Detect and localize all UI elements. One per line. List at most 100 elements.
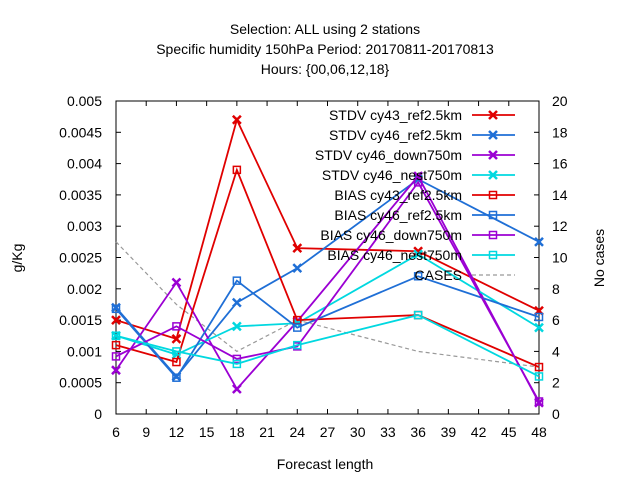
legend: STDV cy43_ref2.5km STDV cy46_ref2.5km STDV… — [315, 107, 515, 283]
data-point — [292, 263, 303, 274]
data-point — [231, 384, 242, 394]
y2-tick-label: 6 — [552, 312, 560, 328]
series-0 — [111, 114, 544, 344]
series-line — [115, 253, 540, 356]
series-7 — [111, 310, 544, 381]
data-point — [232, 354, 242, 364]
series-6 — [111, 178, 544, 406]
legend-marker — [488, 170, 498, 180]
y2-tick-label: 12 — [552, 218, 568, 234]
x-tick-label: 42 — [471, 424, 487, 440]
data-point — [534, 397, 544, 406]
y2-tick-label: 4 — [552, 343, 560, 359]
series-line — [115, 275, 540, 380]
data-point — [413, 310, 423, 320]
title-line: Selection: ALL using 2 stations — [230, 21, 420, 37]
data-point — [232, 359, 242, 369]
legend-marker — [488, 190, 498, 200]
y-axis-label: g/Kg — [9, 244, 25, 273]
title-line: Hours: {00,06,12,18} — [261, 61, 390, 77]
legend-marker — [488, 210, 498, 220]
x-tick-label: 18 — [229, 424, 245, 440]
data-point — [534, 322, 544, 333]
x-tick-label: 15 — [199, 424, 215, 440]
data-point — [293, 323, 302, 332]
data-point — [111, 365, 121, 376]
x-tick-label: 12 — [169, 424, 185, 440]
y-tick-label: 0.004 — [67, 156, 102, 172]
data-point — [413, 249, 424, 260]
y-tick-label: 0.0035 — [59, 187, 102, 203]
legend-label: STDV cy43_ref2.5km — [329, 107, 462, 123]
data-point — [534, 236, 544, 247]
data-point — [232, 165, 242, 175]
data-point — [111, 315, 121, 325]
axes: 6 9 12 15 18 21 24 27 30 33 36 39 42 45 4800.00050.001… — [59, 93, 568, 440]
data-point — [172, 373, 181, 382]
y-tick-label: 0 — [94, 406, 102, 422]
data-point — [293, 340, 302, 350]
x-tick-label: 39 — [441, 424, 457, 440]
series-line — [115, 117, 540, 341]
legend-label: BIAS cy43_ref2.5km — [334, 187, 462, 203]
y-tick-label: 0.0025 — [59, 250, 102, 266]
legend-label: BIAS cy46_ref2.5km — [334, 207, 462, 223]
x-tick-label: 30 — [350, 424, 366, 440]
x-tick-label: 24 — [289, 424, 305, 440]
y2-tick-label: 16 — [552, 156, 568, 172]
series-4 — [111, 165, 544, 372]
y-tick-label: 0.0015 — [59, 312, 102, 328]
y2-tick-label: 14 — [552, 187, 568, 203]
series-5 — [111, 272, 544, 382]
cases-line — [115, 241, 540, 368]
y2-tick-label: 20 — [552, 93, 568, 109]
legend-marker — [488, 110, 498, 120]
series-line — [115, 167, 540, 368]
title-line: Specific humidity 150hPa Period: 2017081… — [156, 41, 494, 57]
y-tick-label: 0.005 — [67, 93, 102, 109]
y-tick-label: 0.003 — [67, 218, 102, 234]
data-point — [171, 277, 182, 288]
y2-tick-label: 0 — [552, 406, 560, 422]
data-point — [172, 347, 181, 356]
data-point — [172, 357, 181, 367]
y-tick-label: 0.0045 — [59, 124, 102, 140]
data-point — [292, 243, 303, 253]
y2-tick-label: 18 — [552, 124, 568, 140]
data-point — [231, 297, 242, 308]
chart-title: Selection: ALL using 2 stations Specific … — [156, 21, 494, 77]
data-point — [413, 246, 424, 257]
series-1 — [111, 174, 544, 382]
data-point — [534, 312, 544, 322]
y-tick-label: 0.0005 — [59, 375, 102, 391]
legend-marker — [488, 130, 498, 140]
legend-label: BIAS cy46_down750m — [320, 227, 462, 243]
data-point — [231, 321, 242, 332]
data-point — [111, 304, 121, 314]
y2-tick-label: 8 — [552, 281, 560, 297]
y2-tick-label: 2 — [552, 375, 560, 391]
data-point — [172, 322, 181, 331]
y2-axis-label: No cases — [591, 229, 607, 287]
x-tick-label: 48 — [531, 424, 547, 440]
x-tick-label: 27 — [320, 424, 336, 440]
series-line — [115, 180, 540, 402]
x-tick-label: 45 — [501, 424, 517, 440]
x-tick-label: 9 — [142, 424, 150, 440]
series-layer — [111, 114, 544, 408]
data-point — [111, 340, 121, 350]
y-tick-label: 0.002 — [67, 281, 102, 297]
series-line — [115, 314, 540, 378]
x-axis-label: Forecast length — [277, 456, 374, 472]
data-point — [413, 178, 423, 187]
data-point — [534, 372, 544, 381]
series-2 — [111, 171, 544, 408]
x-tick-label: 33 — [380, 424, 396, 440]
x-tick-label: 21 — [259, 424, 275, 440]
legend-marker — [488, 250, 498, 260]
data-point — [111, 331, 121, 340]
series-cases — [115, 241, 540, 368]
legend-label: STDV cy46_nest750m — [322, 167, 462, 183]
data-point — [413, 272, 423, 281]
